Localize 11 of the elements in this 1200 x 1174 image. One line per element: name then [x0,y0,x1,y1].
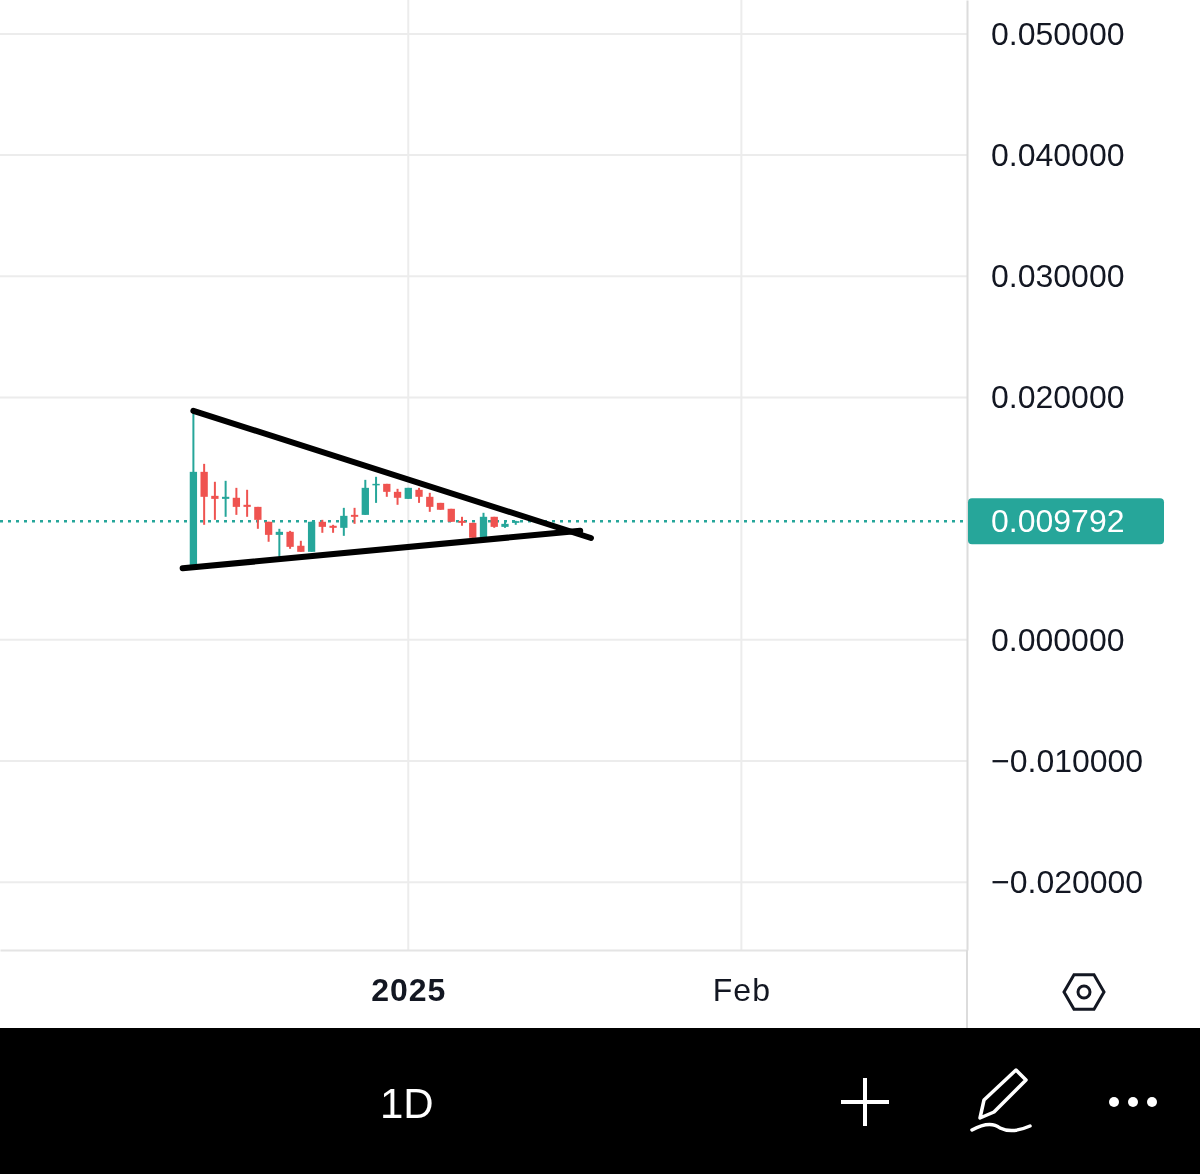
text: 1D [380,1079,434,1127]
y-tick-label: −0.010000 [991,742,1144,779]
y-tick-label: 0.020000 [991,379,1125,416]
x-tick-label: 2025 [371,971,447,1008]
y-tick-label: −0.020000 [991,863,1144,900]
y-tick-label: 0.040000 [991,136,1125,173]
y-tick-label: 0.030000 [991,258,1125,295]
y-tick-label: 0.050000 [991,15,1125,52]
ref-line-label: 0.009792 [991,503,1125,540]
y-tick-label: 0.000000 [991,621,1125,658]
x-tick-label: Feb [712,971,771,1008]
